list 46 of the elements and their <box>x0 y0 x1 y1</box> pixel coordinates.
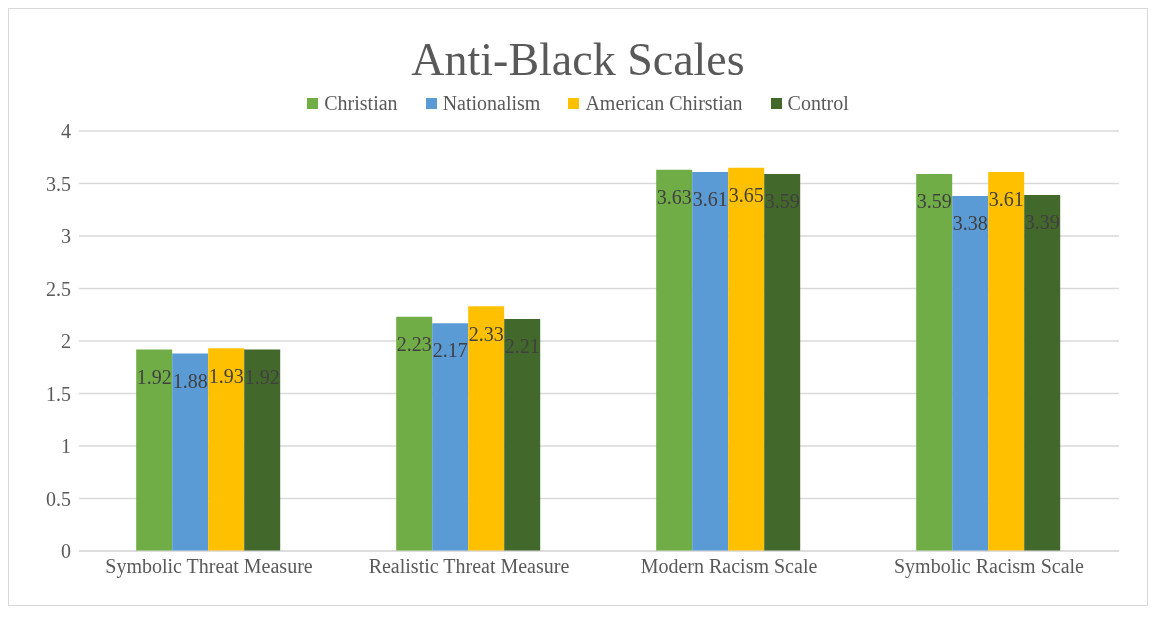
data-label: 2.17 <box>432 339 468 362</box>
y-tick-label: 1.5 <box>46 382 71 405</box>
y-tick-label: 0 <box>61 540 71 563</box>
x-tick-label: Symbolic Racism Scale <box>894 555 1085 579</box>
data-label: 1.92 <box>136 365 172 388</box>
data-label: 3.61 <box>988 188 1024 211</box>
bar <box>692 171 729 551</box>
bar <box>244 349 281 551</box>
data-label: 3.61 <box>692 188 728 211</box>
data-label: 2.23 <box>396 333 432 356</box>
y-tick-label: 0.5 <box>46 487 71 510</box>
data-label: 1.88 <box>172 369 208 392</box>
bar <box>136 349 173 551</box>
legend-label: Control <box>786 92 849 115</box>
bar <box>728 167 765 551</box>
x-tick-label: Modern Racism Scale <box>640 555 818 578</box>
bar <box>432 323 469 551</box>
legend-label: American Chirstian <box>584 92 743 115</box>
data-label: 3.65 <box>728 183 764 206</box>
bar <box>396 316 433 551</box>
bar <box>208 348 245 551</box>
bar <box>764 174 801 551</box>
y-tick-label: 2 <box>61 330 71 353</box>
bar <box>656 169 693 551</box>
x-tick-label: Symbolic Threat Measure <box>105 555 313 579</box>
y-tick-label: 3 <box>61 225 71 248</box>
data-label: 3.59 <box>916 190 952 213</box>
data-label: 3.38 <box>952 212 988 235</box>
y-tick-label: 2.5 <box>46 277 71 300</box>
x-tick-label: Realistic Threat Measure <box>368 555 570 578</box>
data-label: 1.93 <box>208 364 244 387</box>
y-tick-label: 3.5 <box>46 172 71 195</box>
bar <box>916 174 953 551</box>
bar <box>1024 195 1061 551</box>
bar <box>988 171 1025 551</box>
data-label: 2.33 <box>468 322 504 345</box>
bar <box>172 353 209 551</box>
legend-label: Christian <box>323 92 398 115</box>
bar <box>468 306 505 551</box>
bar <box>504 318 541 551</box>
bar <box>952 196 989 551</box>
data-label: 3.63 <box>656 186 692 209</box>
y-tick-label: 1 <box>61 435 71 458</box>
chart-title: Anti-Black Scales <box>410 33 746 86</box>
legend-label: Nationalism <box>441 92 541 115</box>
y-tick-label: 4 <box>61 120 71 143</box>
